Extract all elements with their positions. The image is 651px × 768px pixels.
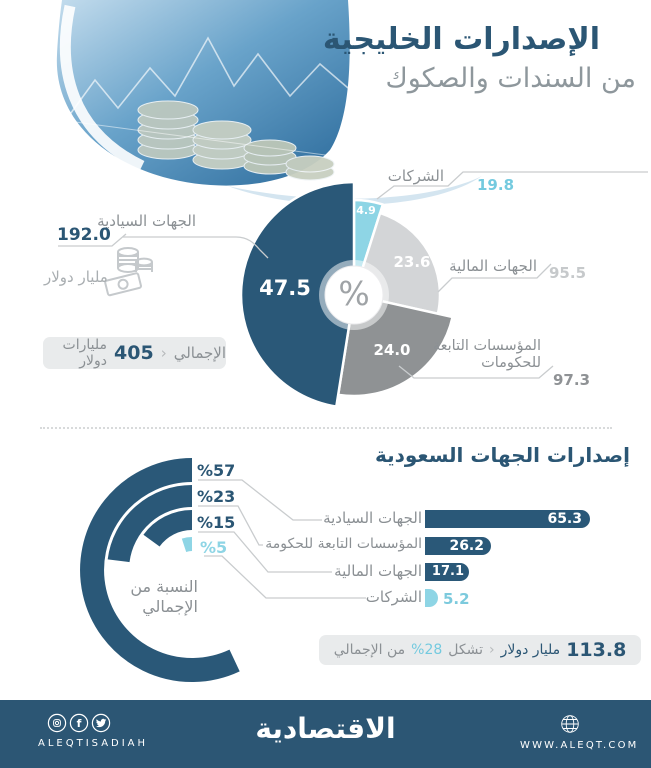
donut-leader-lines [58,171,648,379]
bar-label-government: المؤسسات التابعة للحكومة [265,536,422,552]
total-label: الإجمالي [173,344,226,362]
social-icons[interactable]: f [46,712,114,734]
share-arcs [80,458,240,682]
donut-label-government: المؤسسات التابعة للحكومات [432,338,541,371]
donut-hole [324,265,384,325]
donut-value-financial: 95.5 [549,264,587,282]
saudi-section-title: إصدارات الجهات السعودية [374,443,630,467]
chevron-left-icon: ‹ [489,642,495,658]
footer-handle[interactable]: ALEQTISADIAH [38,738,149,749]
bar-value-sovereign: 65.3 [547,511,582,527]
share-pct-15: %15 [197,513,236,532]
bar-label-companies: الشركات [365,588,422,606]
donut-label-financial: الجهات المالية [449,257,537,275]
bar-companies [425,589,438,607]
donut-value-companies: 19.8 [477,176,515,194]
header-photo-coins [56,0,482,206]
total-unit: مليارات دولار [62,337,108,369]
donut-slice-sovereign [239,180,356,408]
donut-label-companies: الشركات [387,167,444,185]
svg-text:f: f [77,717,82,730]
bar-government: 26.2 [425,537,491,555]
share-pct-5: %5 [200,538,228,557]
share-caption: النسبة من الإجمالي [130,577,198,616]
money-icon [104,247,153,297]
share-pct-57: %57 [197,461,236,480]
chevron-left-icon: ‹ [160,344,167,362]
section-separator [40,427,612,429]
footer-url[interactable]: WWW.ALEQT.COM [520,740,639,751]
donut-value-sovereign: 192.0 [57,225,111,245]
summary-text-before: تشكل [448,642,483,658]
bar-label-financial: الجهات المالية [334,562,422,580]
donut-pct-financial: 23.6 [393,253,431,271]
donut-unit-note: مليار دولار [44,268,108,286]
donut-pct-companies: 4.9 [356,204,376,217]
donut-pct-government: 24.0 [373,341,411,359]
photo-chart-line [59,36,349,129]
bar-value-financial: 17.1 [431,564,464,579]
summary-value: 113.8 [566,639,627,661]
saudi-summary-pill: 113.8 مليار دولار ‹ تشكل %28 من الإجمالي [319,635,641,665]
footer-bar: f ALEQTISADIAH الاقتصادية WWW.ALEQT.COM [0,700,651,768]
share-arc-57 [80,458,240,682]
share-pct-23: %23 [197,487,236,506]
summary-pct: %28 [411,642,443,658]
page-subtitle: من السندات والصكوك [385,63,636,94]
bar-sovereign: 65.3 [425,510,590,528]
twitter-icon[interactable] [91,713,111,733]
donut-value-government: 97.3 [553,371,591,389]
bar-value-companies: 5.2 [443,590,470,608]
bar-label-sovereign: الجهات السيادية [323,509,422,527]
total-value: 405 [114,342,154,364]
donut-total-pill: الإجمالي ‹ 405 مليارات دولار [43,337,226,369]
arc-leader-lines [198,479,366,599]
summary-unit: مليار دولار [500,642,561,658]
bar-financial: 17.1 [425,563,469,581]
share-arc-23 [107,485,193,563]
donut-label-sovereign: الجهات السيادية [97,212,196,230]
donut-pct-sovereign: 47.5 [259,276,311,300]
globe-icon [561,715,579,733]
donut-center-symbol: % [338,274,370,313]
page-title: الإصدارات الخليجية [322,22,600,57]
share-arc-5 [181,537,193,553]
instagram-icon[interactable] [47,713,67,733]
decorative-swoosh [228,176,482,206]
summary-text-after: من الإجمالي [333,642,406,658]
bar-value-government: 26.2 [449,538,484,554]
share-arc-15 [143,509,193,547]
facebook-icon[interactable] [69,713,89,733]
brand-logo: الاقتصادية [255,712,396,745]
